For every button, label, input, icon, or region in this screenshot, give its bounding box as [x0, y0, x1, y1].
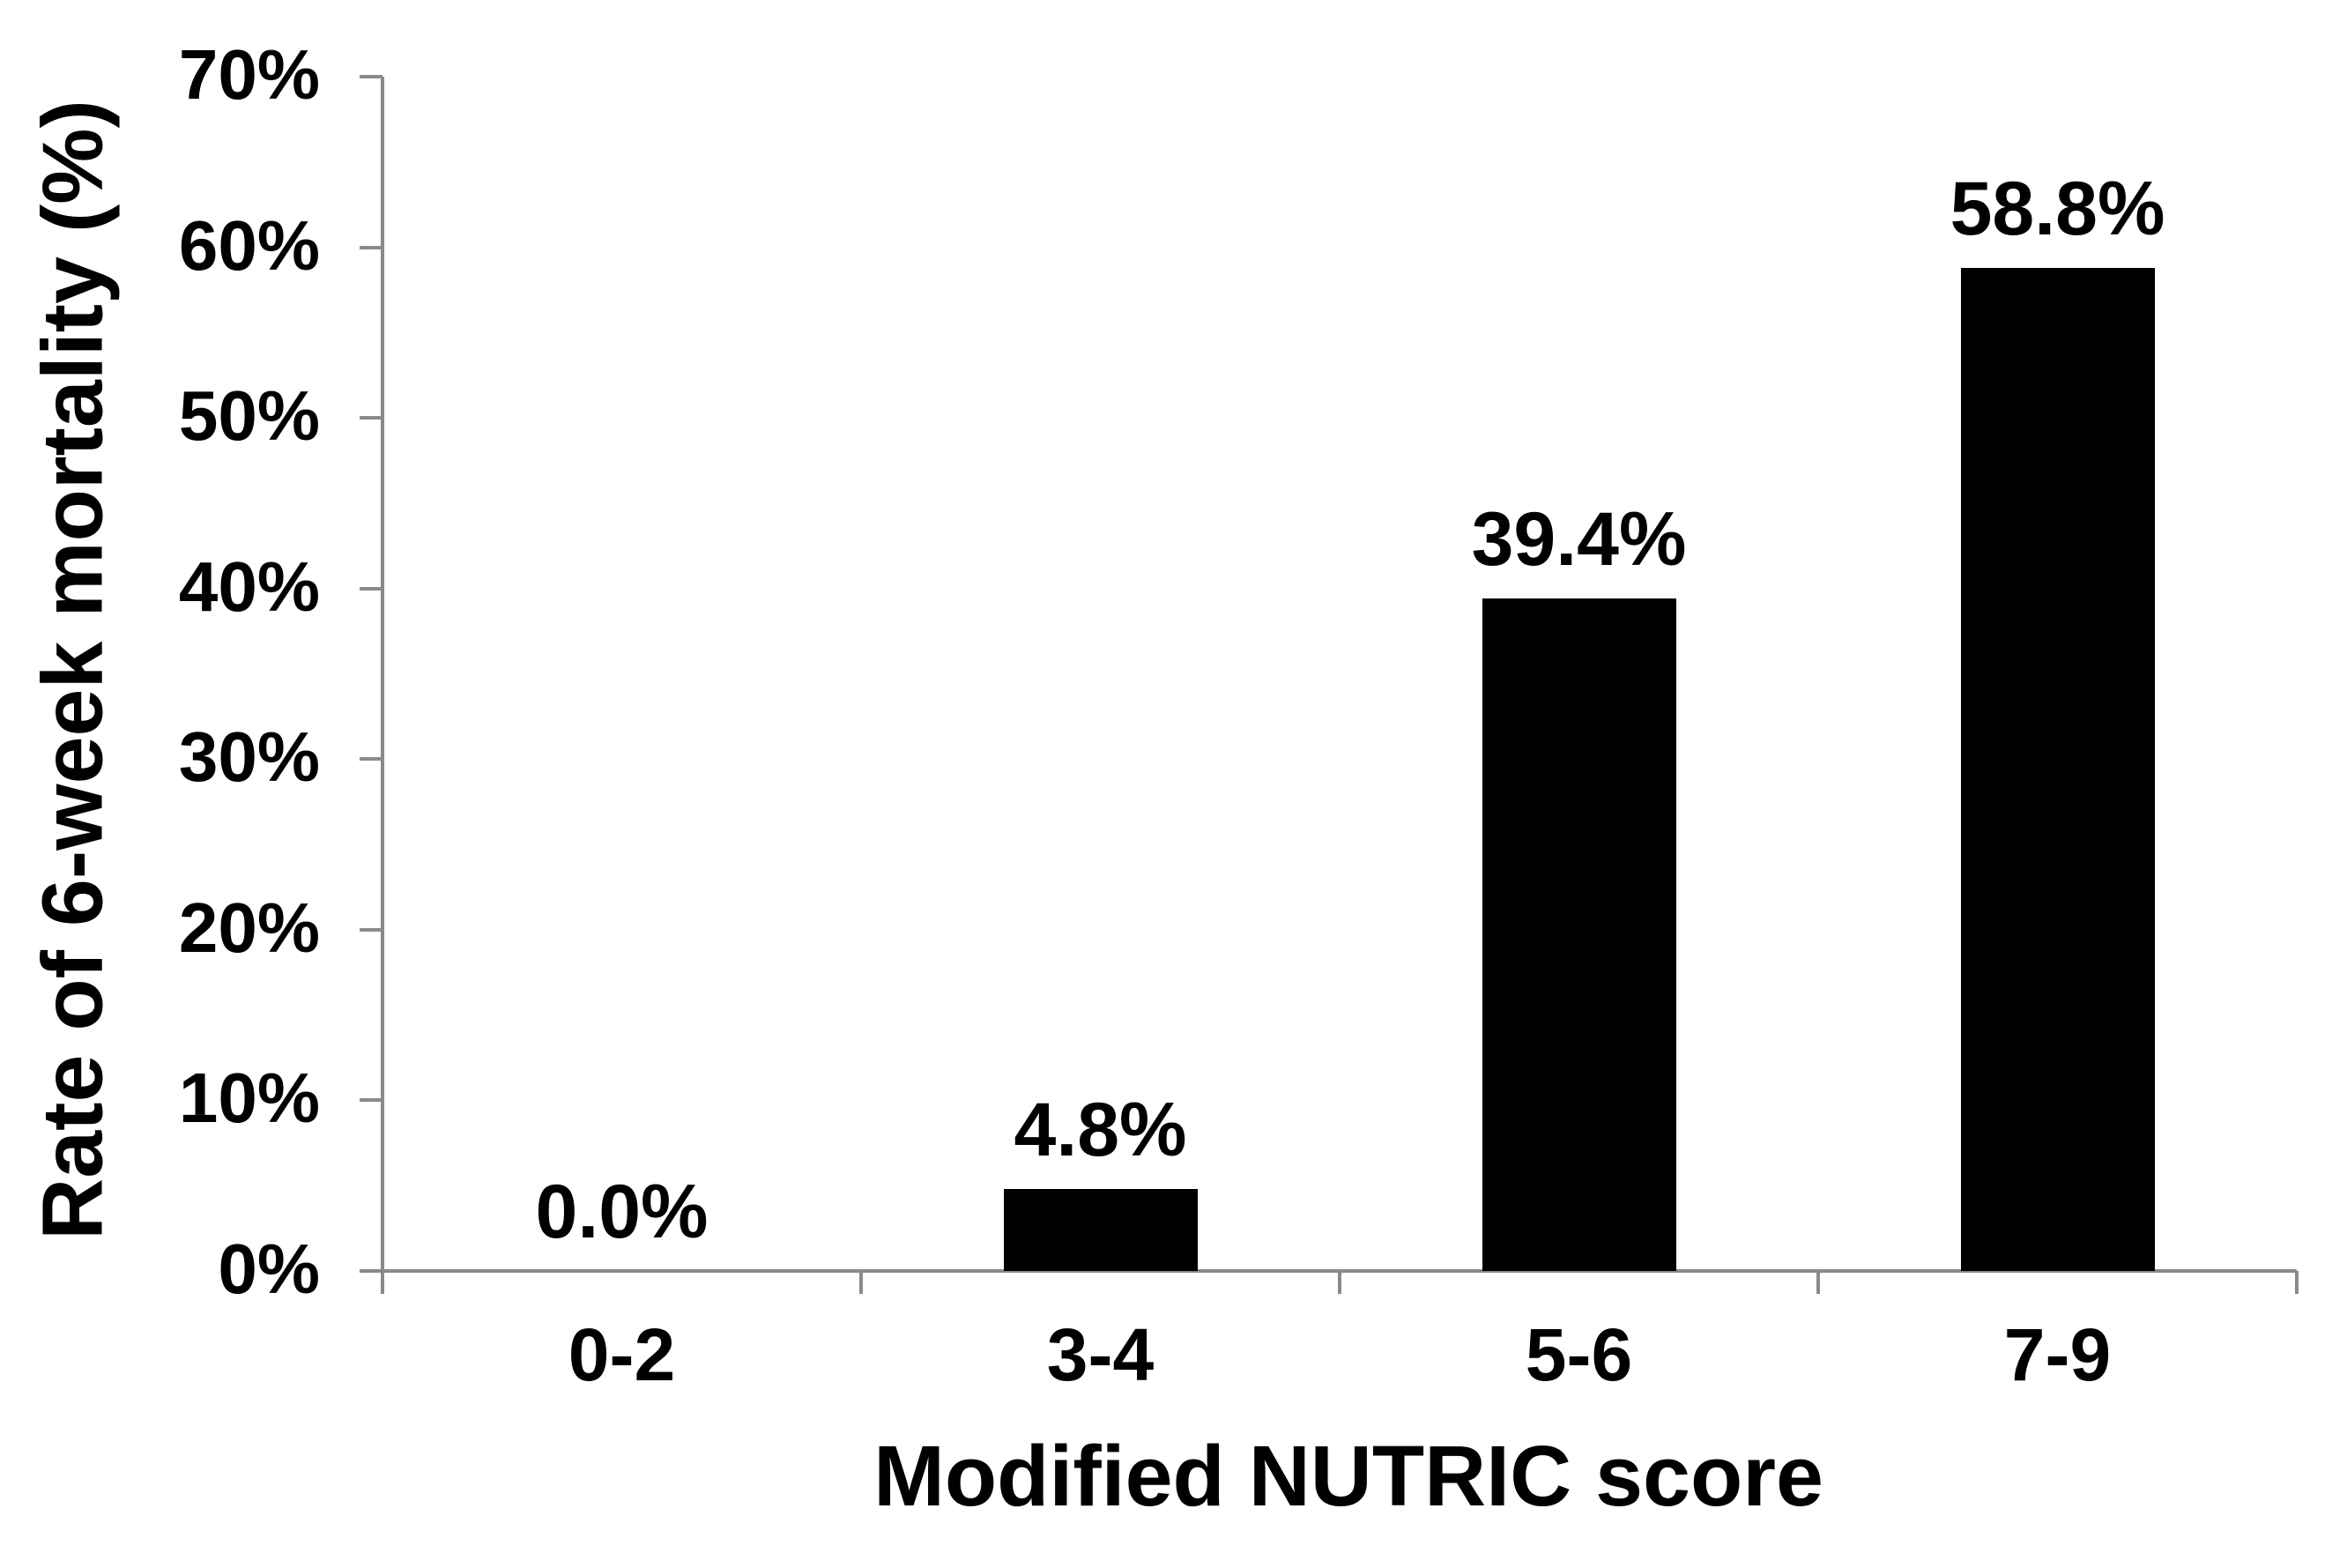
y-tick-label: 10%: [178, 1059, 320, 1138]
bar-value-label: 4.8%: [1014, 1088, 1187, 1172]
x-axis-title: Modified NUTRIC score: [873, 1428, 1823, 1524]
y-axis-line: [381, 77, 384, 1294]
x-axis-tick: [2295, 1271, 2299, 1294]
x-category-label: 0-2: [568, 1313, 676, 1396]
x-category-label: 5-6: [1525, 1313, 1633, 1396]
y-tick-label: 40%: [178, 546, 320, 626]
bar: [1961, 268, 2155, 1271]
x-axis-line: [360, 1269, 2297, 1273]
x-axis-tick: [1816, 1271, 1820, 1294]
y-axis-tick: [360, 586, 383, 591]
y-tick-label: 30%: [178, 717, 320, 797]
bar-value-label: 58.8%: [1950, 167, 2165, 251]
y-axis-tick: [360, 245, 383, 249]
y-axis-title: Rate of 6-week mortality (%): [24, 100, 121, 1240]
x-axis-tick: [859, 1271, 863, 1294]
y-tick-label: 20%: [178, 888, 320, 967]
y-axis-tick: [360, 757, 383, 762]
x-axis-tick: [1338, 1271, 1341, 1294]
y-axis-tick: [360, 1098, 383, 1103]
y-axis-tick: [360, 927, 383, 932]
x-category-label: 3-4: [1046, 1313, 1155, 1396]
y-axis-tick: [360, 1269, 383, 1273]
y-axis-tick: [360, 75, 383, 78]
y-tick-label: 70%: [178, 35, 320, 114]
bar: [1482, 598, 1676, 1271]
bar-value-label: 0.0%: [535, 1170, 709, 1254]
y-tick-label: 50%: [178, 376, 320, 456]
bar: [1004, 1189, 1198, 1271]
y-tick-label: 0%: [218, 1230, 320, 1308]
bar-value-label: 39.4%: [1471, 497, 1687, 582]
x-axis-tick: [381, 1271, 384, 1294]
x-category-label: 7-9: [2003, 1313, 2112, 1396]
y-tick-label: 60%: [178, 205, 320, 285]
y-axis-tick: [360, 416, 383, 420]
